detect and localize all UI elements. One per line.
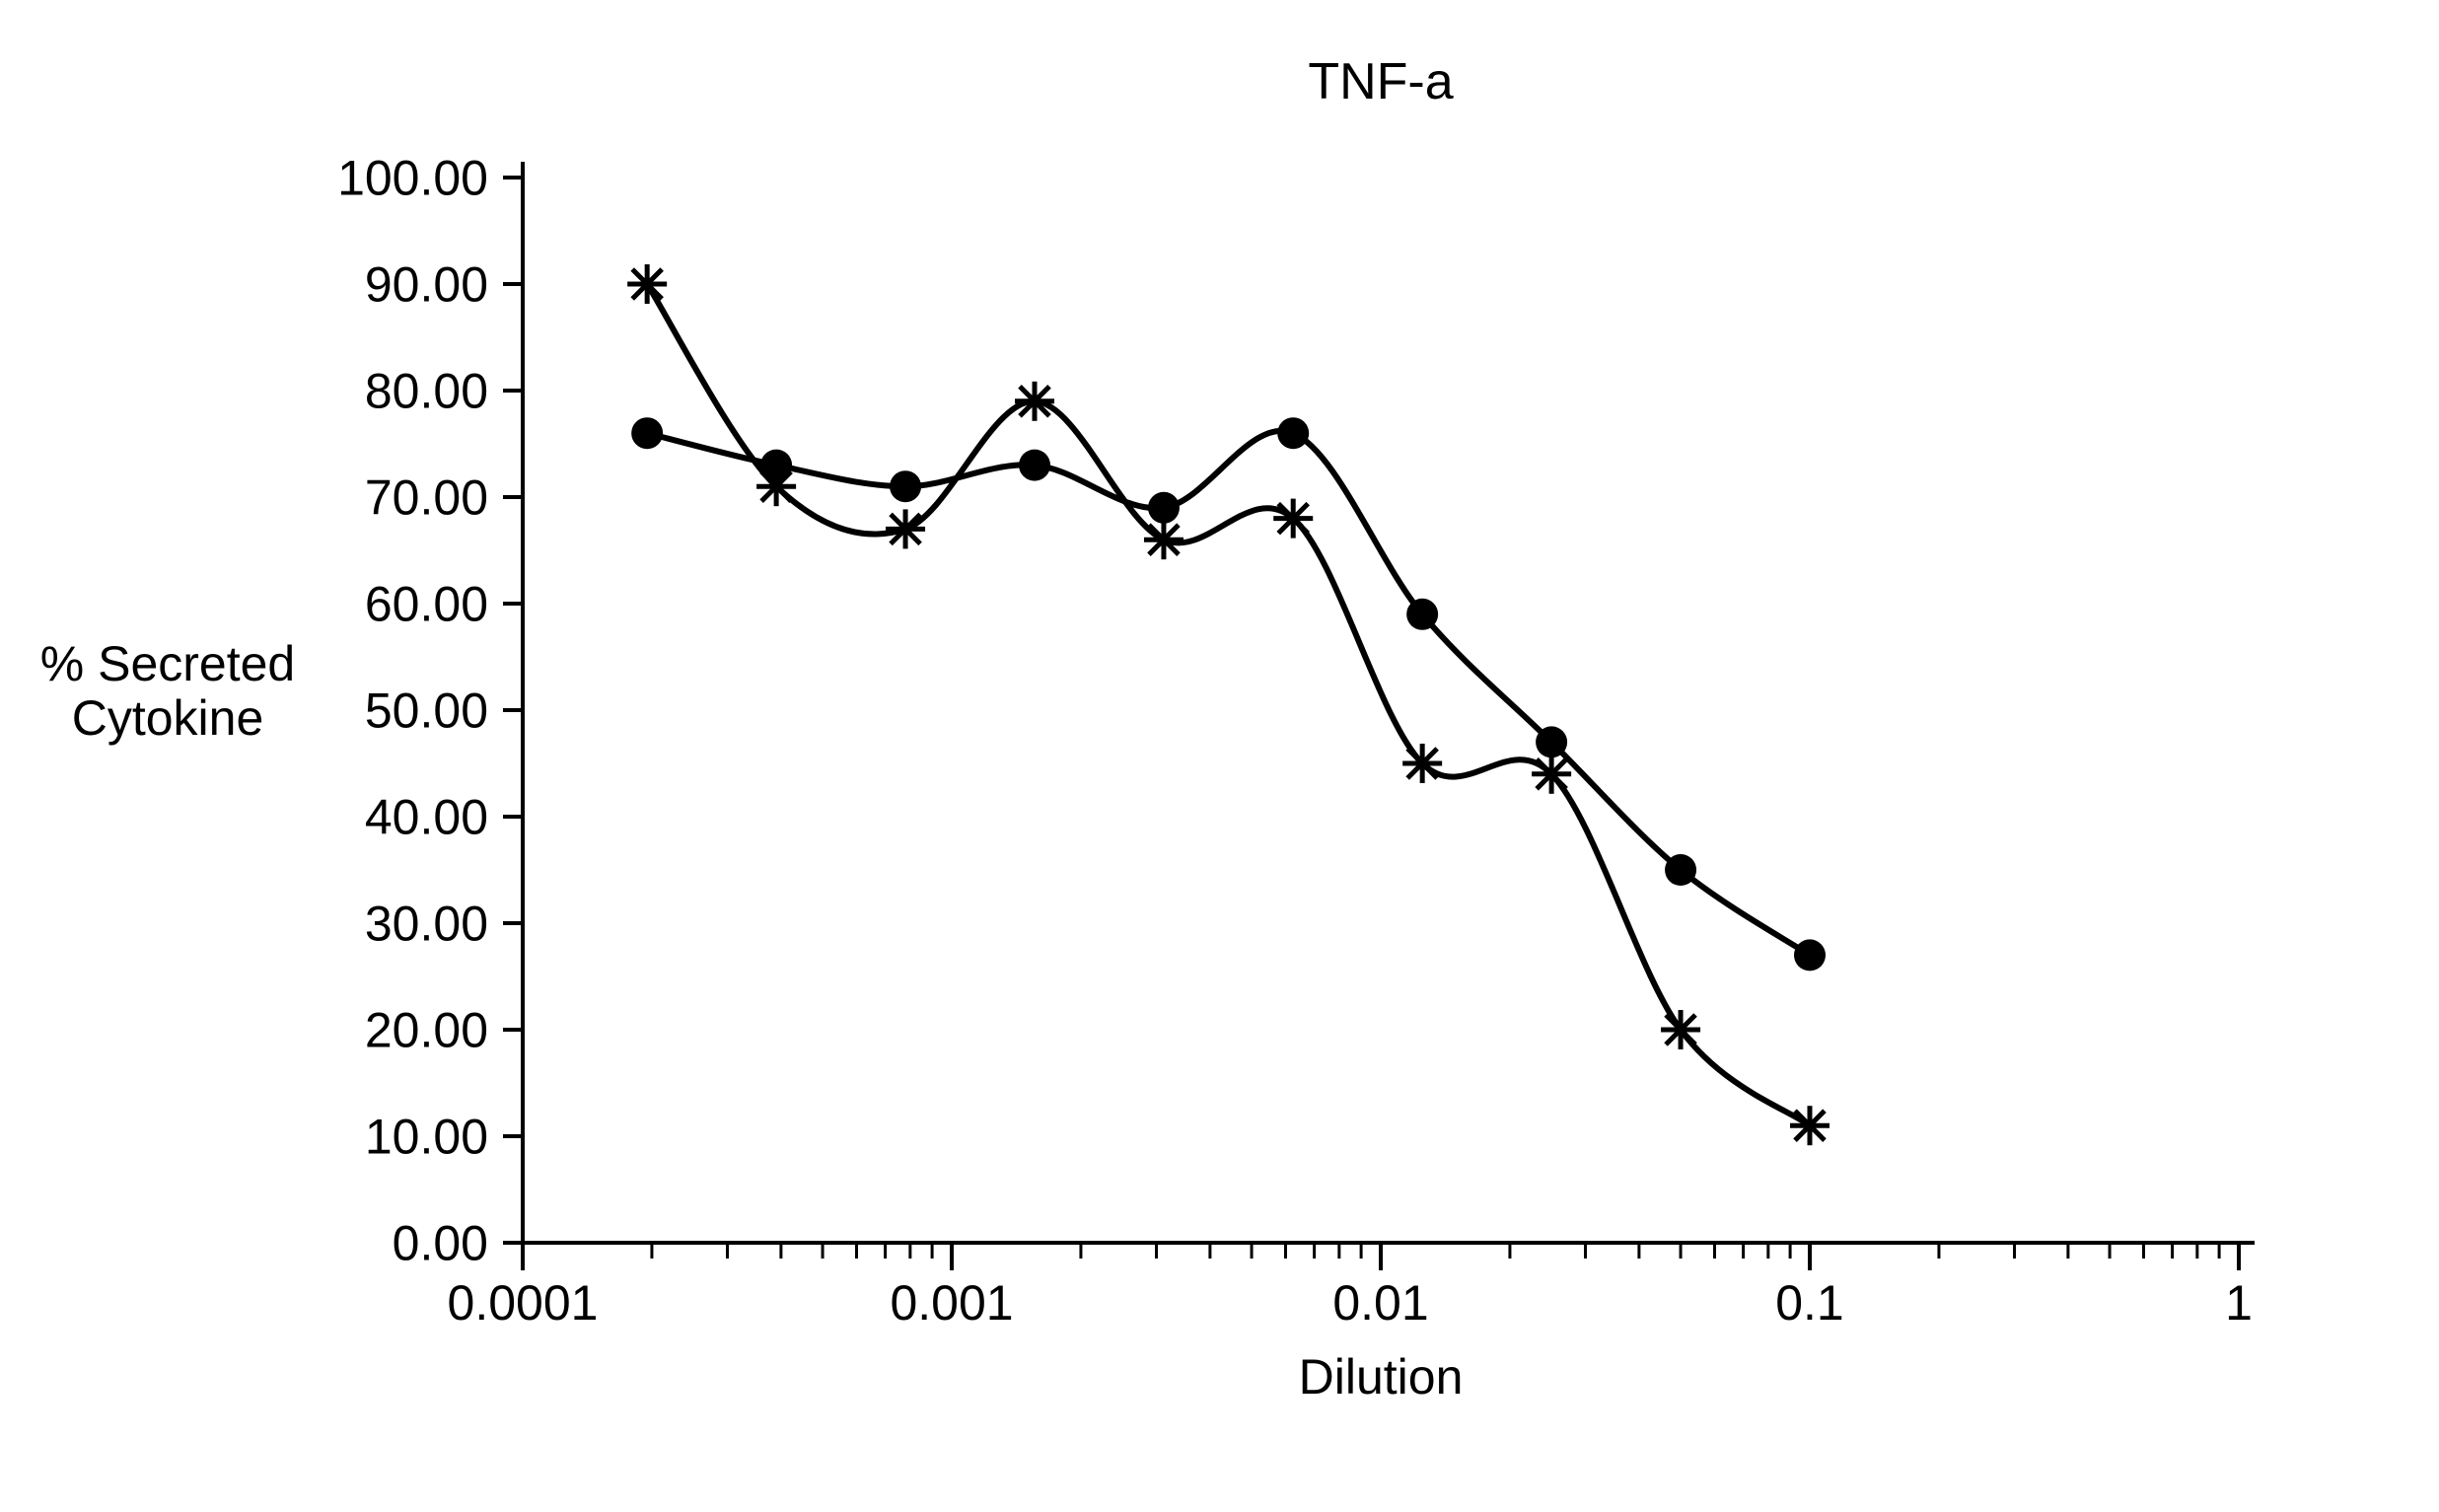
series-asterisk-marker <box>1144 520 1184 559</box>
x-tick-label: 0.1 <box>1775 1275 1844 1331</box>
series-circle-marker <box>1794 939 1826 971</box>
series-circle-marker <box>1406 599 1438 630</box>
series-circle-marker <box>1536 726 1567 757</box>
y-tick-label: 80.00 <box>365 364 488 419</box>
chart-container: TNF-a0.0010.0020.0030.0040.0050.0060.007… <box>0 0 2439 1512</box>
chart-svg: TNF-a0.0010.0020.0030.0040.0050.0060.007… <box>0 0 2439 1512</box>
series-circle-marker <box>1148 492 1180 524</box>
series-circle-marker <box>890 470 921 502</box>
y-tick-label: 100.00 <box>337 151 488 206</box>
x-axis-label: Dilution <box>1299 1349 1464 1404</box>
y-tick-label: 50.00 <box>365 684 488 739</box>
series-asterisk-marker <box>1532 755 1571 794</box>
y-tick-label: 0.00 <box>393 1216 488 1271</box>
y-tick-label: 20.00 <box>365 1003 488 1058</box>
x-tick-label: 0.0001 <box>448 1275 599 1331</box>
chart-title: TNF-a <box>1308 53 1453 110</box>
x-tick-label: 0.001 <box>890 1275 1013 1331</box>
series-asterisk-marker <box>1015 382 1054 421</box>
series-asterisk-marker <box>1661 1010 1700 1049</box>
series-asterisk-marker <box>756 467 796 506</box>
series-asterisk-marker <box>886 509 925 548</box>
x-tick-label: 1 <box>2225 1275 2253 1331</box>
series-asterisk-marker <box>1402 744 1442 783</box>
series-circle-marker <box>1277 417 1309 449</box>
y-tick-label: 30.00 <box>365 897 488 952</box>
series-asterisk-marker <box>627 264 667 304</box>
y-tick-label: 90.00 <box>365 257 488 313</box>
series-circle-marker <box>1665 854 1696 886</box>
series-asterisk-marker <box>1790 1106 1829 1145</box>
series-circle-marker <box>631 417 663 449</box>
y-tick-label: 60.00 <box>365 577 488 632</box>
y-tick-label: 70.00 <box>365 470 488 526</box>
x-tick-label: 0.01 <box>1332 1275 1428 1331</box>
series-asterisk-marker <box>1273 499 1313 539</box>
series-circle-marker <box>1019 450 1050 481</box>
y-tick-label: 10.00 <box>365 1110 488 1165</box>
y-tick-label: 40.00 <box>365 790 488 845</box>
y-axis-label: % SecretedCytokine <box>40 636 295 746</box>
